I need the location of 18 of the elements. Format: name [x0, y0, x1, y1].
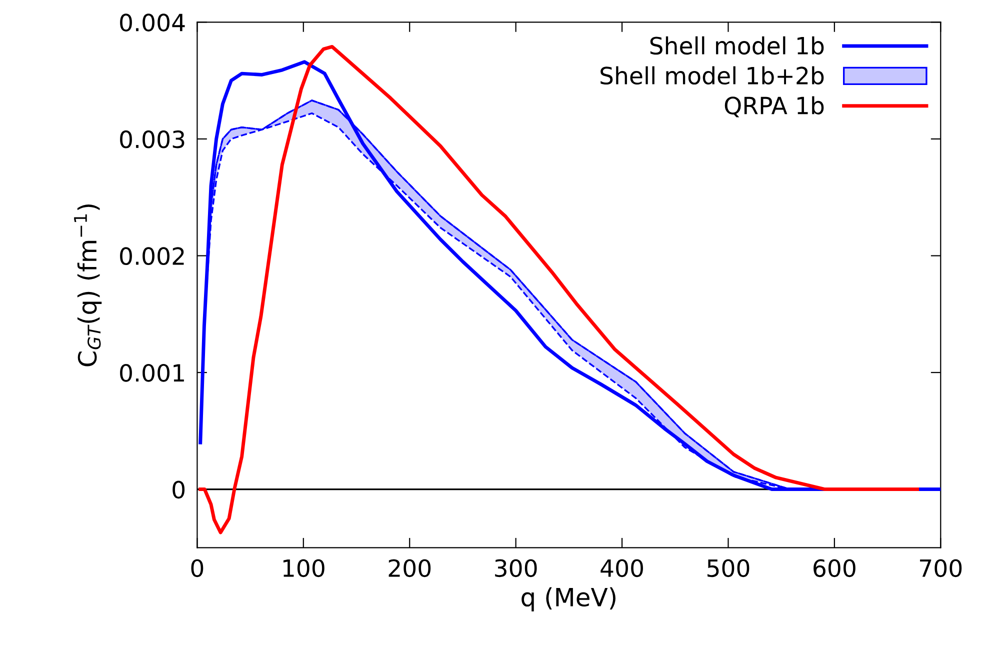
x-tick-label: 100 [283, 559, 324, 578]
x-tick-label: 0 [191, 559, 204, 578]
y-tick-label: 0 [172, 480, 185, 499]
x-tick-label: 500 [708, 559, 750, 578]
x-tick-label: 300 [495, 559, 537, 578]
y-tick-label: 0.003 [120, 130, 184, 148]
legend-label: QRPA 1b [724, 96, 824, 118]
x-tick-label: 400 [600, 559, 643, 578]
x-tick-label: 200 [388, 559, 431, 578]
y-tick-label: 0.001 [120, 364, 184, 382]
y-axis-title: C$_{GT}$(q) (fm$^{−1}$) [74, 204, 102, 366]
x-tick-label: 700 [920, 559, 962, 578]
x-tick-label: 600 [814, 559, 856, 578]
y-tick-label: 0.004 [120, 14, 185, 32]
y-tick-label: 0.002 [120, 247, 184, 266]
x-axis-title: q (MeV) [522, 587, 616, 612]
legend-label: Shell model 1b+2b [600, 66, 824, 85]
legend-label: Shell model 1b [650, 36, 824, 55]
